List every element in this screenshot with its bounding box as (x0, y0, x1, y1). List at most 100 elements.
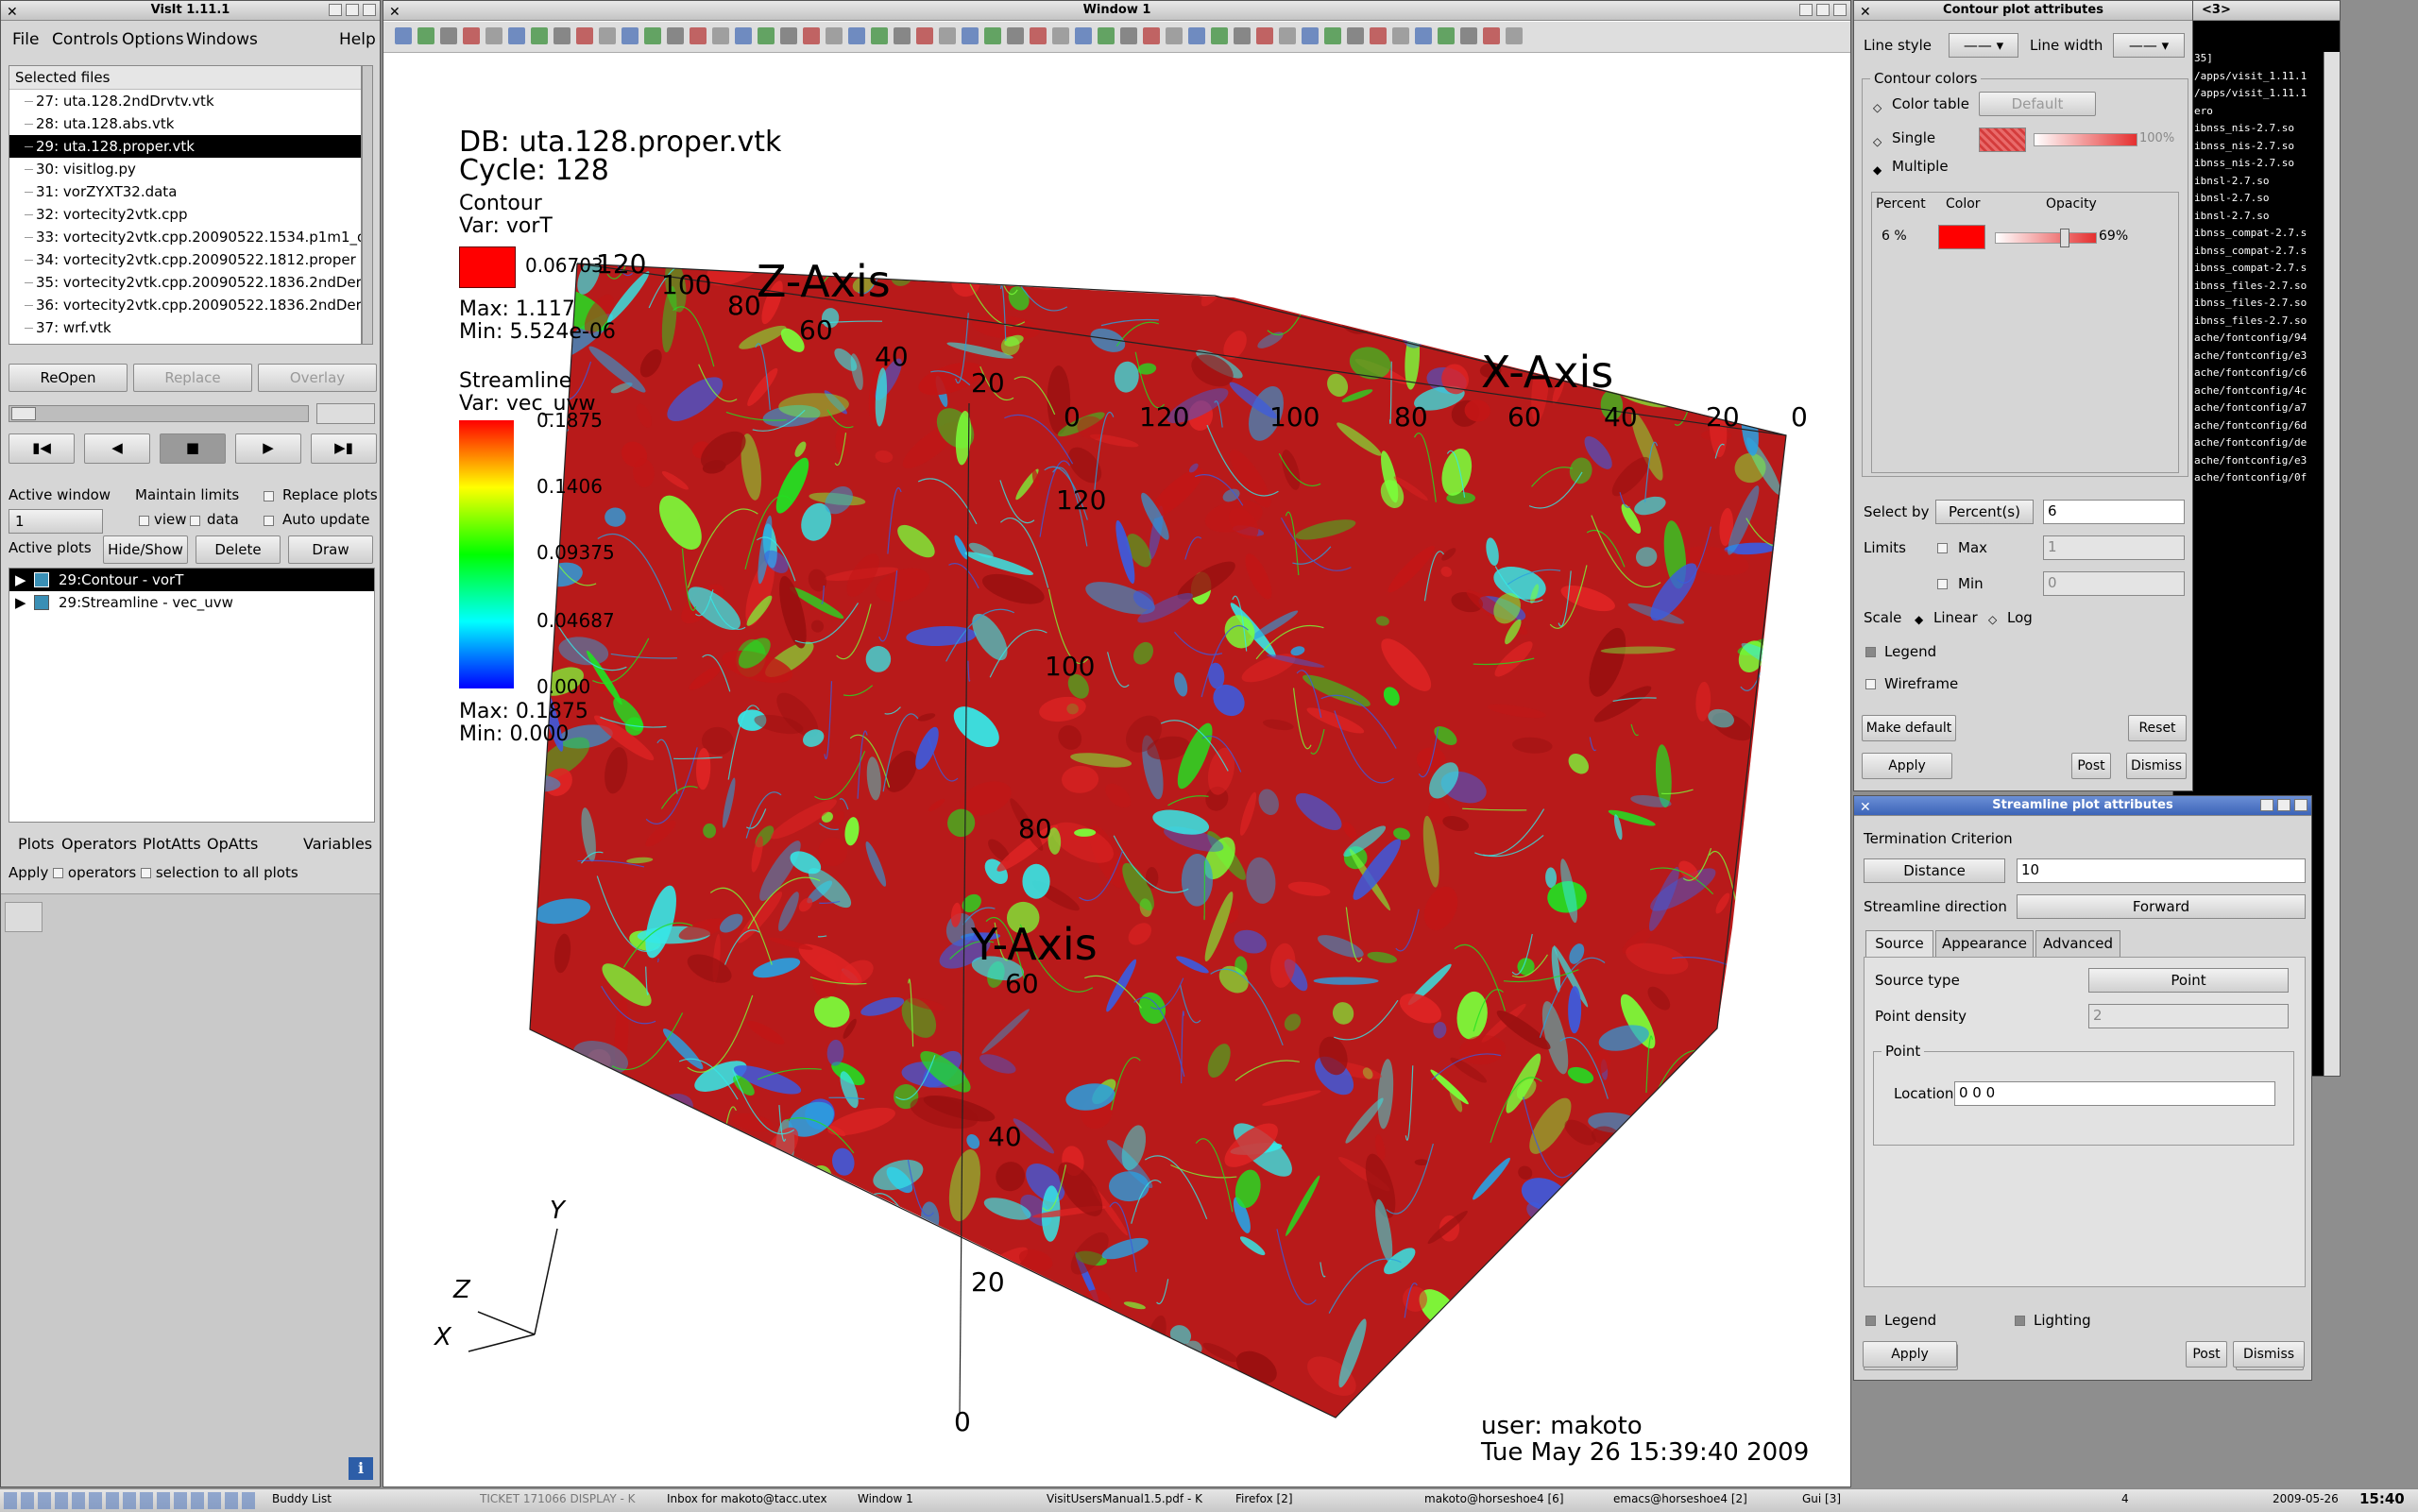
auto-update-checkbox[interactable] (264, 516, 274, 526)
wireframe-checkbox[interactable] (1865, 679, 1876, 689)
close-window-icon[interactable] (1833, 4, 1847, 16)
draw-button[interactable]: Draw (288, 535, 373, 564)
single-opacity-slider[interactable] (2034, 133, 2137, 146)
menu-operators[interactable]: Operators (61, 830, 137, 858)
legend-checkbox[interactable] (1865, 1316, 1876, 1326)
min-checkbox[interactable] (1937, 579, 1948, 589)
toolbar-tool-icon[interactable] (735, 27, 752, 44)
toolbar-tool-icon[interactable] (758, 27, 775, 44)
single-radio[interactable]: ◇ (1873, 135, 1882, 148)
toolbar-tool-icon[interactable] (395, 27, 412, 44)
tab-source[interactable]: Source (1865, 930, 1933, 957)
source-type-combo[interactable]: Point (2088, 968, 2289, 993)
task-firefox[interactable]: Firefox [2] (1235, 1489, 1293, 1508)
delete-button[interactable]: Delete (196, 535, 281, 564)
reset-button[interactable]: Reset (2128, 715, 2187, 741)
toolbar-tool-icon[interactable] (1324, 27, 1341, 44)
toolbar-tool-icon[interactable] (508, 27, 525, 44)
expand-arrow-icon[interactable]: ▶ (15, 569, 26, 591)
menu-controls[interactable]: Controls (52, 25, 118, 54)
notepad-tab[interactable] (5, 902, 43, 932)
toolbar-tool-icon[interactable] (848, 27, 865, 44)
menu-file[interactable]: File (12, 25, 39, 54)
task-visit-manual[interactable]: VisitUsersManual1.5.pdf - K (1047, 1489, 1202, 1508)
toolbar-tool-icon[interactable] (984, 27, 1001, 44)
time-slider-handle[interactable] (11, 407, 36, 420)
toolbar-tool-icon[interactable] (939, 27, 956, 44)
menu-plotatts[interactable]: PlotAtts (143, 830, 201, 858)
plot-item-contour[interactable]: ▶ 29:Contour - vorT (9, 569, 374, 591)
toolbar-tool-icon[interactable] (440, 27, 457, 44)
log-radio[interactable]: ◇ (1988, 613, 1997, 626)
multiple-colors-table[interactable]: Percent Color Opacity 6 % 69% (1871, 192, 2179, 473)
color-table-default-button[interactable]: Default (1979, 92, 2096, 116)
toolbar-tool-icon[interactable] (1030, 27, 1047, 44)
toolbar-tool-icon[interactable] (1052, 27, 1069, 44)
maximize-icon[interactable] (1816, 4, 1830, 16)
file-item[interactable]: 35: vortecity2vtk.cpp.20090522.1836.2ndD… (9, 271, 361, 294)
toolbar-tool-icon[interactable] (599, 27, 616, 44)
data-checkbox[interactable] (190, 516, 200, 526)
toolbar-tool-icon[interactable] (1347, 27, 1364, 44)
toolbar-tool-icon[interactable] (894, 27, 911, 44)
close-window-icon[interactable] (2294, 799, 2307, 811)
step-forward-button[interactable]: ▶▮ (311, 433, 377, 464)
select-by-combo[interactable]: Percent(s) (1935, 500, 2034, 524)
menu-options[interactable]: Options (122, 25, 184, 54)
toolbar-tool-icon[interactable] (1302, 27, 1319, 44)
selected-files-list[interactable]: Selected files 27: uta.128.2ndDrvtv.vtk … (9, 65, 362, 345)
file-item[interactable]: 33: vortecity2vtk.cpp.20090522.1534.p1m1… (9, 226, 361, 248)
task-inbox[interactable]: Inbox for makoto@tacc.utex (667, 1489, 827, 1508)
toolbar-tool-icon[interactable] (1438, 27, 1455, 44)
toolbar-tool-icon[interactable] (1506, 27, 1523, 44)
active-window-combo[interactable]: 1 (9, 509, 103, 534)
close-icon[interactable]: ✕ (389, 3, 400, 22)
apply-selection-checkbox[interactable] (141, 868, 151, 878)
toolbar-tool-icon[interactable] (1415, 27, 1432, 44)
toolbar-tool-icon[interactable] (463, 27, 480, 44)
toolbar-tool-icon[interactable] (1120, 27, 1137, 44)
line-style-combo[interactable]: —— ▾ (1949, 33, 2018, 58)
stop-button[interactable]: ■ (160, 433, 226, 464)
minimize-icon[interactable] (329, 4, 342, 16)
task-ticket[interactable]: TICKET 171066 DISPLAY - K (480, 1489, 636, 1508)
minimize-icon[interactable] (2260, 799, 2273, 811)
plot-item-streamline[interactable]: ▶ 29:Streamline - vec_uvw (9, 591, 374, 614)
toolbar-tool-icon[interactable] (1483, 27, 1500, 44)
task-gui[interactable]: Gui [3] (1802, 1489, 1841, 1508)
apply-button[interactable]: Apply (1862, 753, 1952, 779)
time-state-field[interactable] (316, 403, 375, 424)
toolbar-tool-icon[interactable] (712, 27, 729, 44)
color-table-radio[interactable]: ◇ (1873, 101, 1882, 114)
maximize-icon[interactable] (2277, 799, 2290, 811)
info-icon[interactable]: i (349, 1457, 373, 1480)
file-item[interactable]: 36: vortecity2vtk.cpp.20090522.1836.2ndD… (9, 294, 361, 316)
streamline-dismiss-button[interactable]: Dismiss (2233, 1341, 2305, 1368)
overlay-button[interactable]: Overlay (258, 364, 377, 392)
toolbar-tool-icon[interactable] (417, 27, 434, 44)
lighting-checkbox[interactable] (2015, 1316, 2025, 1326)
reopen-button[interactable]: ReOpen (9, 364, 128, 392)
toolbar-tool-icon[interactable] (826, 27, 843, 44)
max-field[interactable]: 1 (2043, 535, 2185, 560)
step-back-button[interactable]: ◀ (84, 433, 150, 464)
toolbar-tool-icon[interactable] (531, 27, 548, 44)
quicklaunch-icons[interactable] (4, 1492, 259, 1509)
legend-checkbox[interactable] (1865, 647, 1876, 657)
close-icon[interactable]: ✕ (7, 3, 18, 22)
task-buddy-list[interactable]: Buddy List (272, 1489, 332, 1508)
main-titlebar[interactable]: ✕ VisIt 1.11.1 (1, 1, 380, 21)
task-emacs[interactable]: emacs@horseshoe4 [2] (1613, 1489, 1747, 1508)
hide-show-button[interactable]: Hide/Show (103, 535, 188, 564)
menu-plots[interactable]: Plots (18, 830, 55, 858)
toolbar-tool-icon[interactable] (780, 27, 797, 44)
line-width-combo[interactable]: —— ▾ (2113, 33, 2185, 58)
file-item[interactable]: 34: vortecity2vtk.cpp.20090522.1812.prop… (9, 248, 361, 271)
toolbar-tool-icon[interactable] (1460, 27, 1477, 44)
toolbar-tool-icon[interactable] (622, 27, 639, 44)
viz-titlebar[interactable]: ✕ Window 1 (383, 1, 1850, 21)
toolbar-tool-icon[interactable] (667, 27, 684, 44)
contour-titlebar[interactable]: ✕ Contour plot attributes (1854, 1, 2192, 21)
row-color-swatch[interactable] (1938, 225, 1985, 249)
replace-button[interactable]: Replace (133, 364, 252, 392)
